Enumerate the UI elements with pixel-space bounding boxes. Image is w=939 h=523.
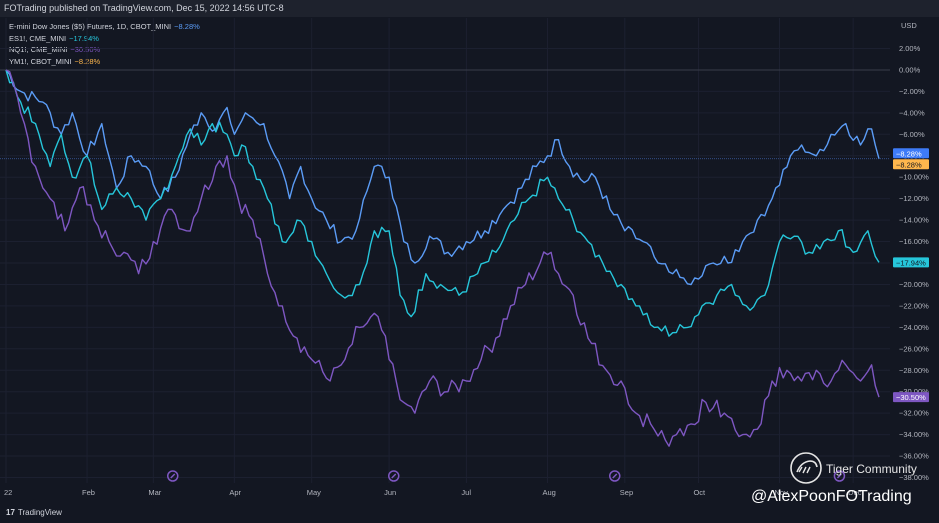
x-tick-label: May xyxy=(307,488,321,497)
y-tick-label: −36.00% xyxy=(899,452,929,461)
event-marker-icon[interactable] xyxy=(609,470,621,482)
legend-name: ES1!, CME_MINI xyxy=(9,33,67,43)
legend-name: E-mini Dow Jones ($5) Futures, 1D, CBOT_… xyxy=(9,22,172,31)
y-tick-label: −16.00% xyxy=(899,237,929,246)
last-value-badge xyxy=(893,257,929,268)
x-tick-label: Oct xyxy=(693,488,706,497)
y-tick-label: −2.00% xyxy=(899,87,925,96)
legend-row-es[interactable]: ES1!, CME_MINI −17.94% xyxy=(9,33,200,45)
tradingview-brand: TradingView xyxy=(17,508,62,517)
x-tick-label: Feb xyxy=(82,488,95,497)
legend-row-nq[interactable]: NQ1!, CME_MINI −30.50% xyxy=(9,44,200,56)
event-marker-icon[interactable] xyxy=(167,470,179,482)
y-tick-label: −20.00% xyxy=(899,280,929,289)
y-tick-label: −14.00% xyxy=(899,216,929,225)
event-marker-stroke xyxy=(612,473,618,479)
tradingview-logo-icon: 17 xyxy=(6,508,15,517)
x-tick-label: Apr xyxy=(229,488,241,497)
x-tick-label: Jul xyxy=(461,488,471,497)
legend-value: −8.28% xyxy=(174,22,200,31)
x-tick-label: 22 xyxy=(4,488,12,497)
tiger-logo-icon xyxy=(790,452,822,489)
legend-name: NQ1!, CME_MINI xyxy=(9,45,68,54)
x-tick-label: Mar xyxy=(148,488,161,497)
y-tick-label: −26.00% xyxy=(899,344,929,353)
tradingview-logo[interactable]: 17 TradingView xyxy=(6,508,62,517)
legend-value: −17.94% xyxy=(69,33,99,43)
last-value-label: −17.94% xyxy=(896,258,926,267)
x-tick-label: Jun xyxy=(384,488,396,497)
x-tick-label: Dec xyxy=(848,488,862,497)
x-tick-label: Sep xyxy=(620,488,633,497)
event-marker-icon[interactable] xyxy=(833,470,846,482)
y-tick-label: −38.00% xyxy=(899,473,929,482)
last-value-badge xyxy=(893,148,929,159)
y-tick-label: 0.00% xyxy=(899,65,921,74)
event-marker-stroke xyxy=(836,473,842,479)
y-tick-label: −32.00% xyxy=(899,409,929,418)
x-tick-label: Nov xyxy=(775,488,789,497)
last-value-label: −8.28% xyxy=(896,149,922,158)
y-tick-label: −30.00% xyxy=(899,387,929,396)
series-line[interactable] xyxy=(5,69,880,447)
series-line[interactable] xyxy=(5,69,880,286)
last-value-label: −30.50% xyxy=(896,393,926,402)
y-tick-label: −4.00% xyxy=(899,108,925,117)
event-marker-icon[interactable] xyxy=(388,470,400,482)
watermark-text: Tiger Community xyxy=(826,462,917,476)
publish-header-text: FOTrading published on TradingView.com, … xyxy=(4,3,284,13)
series-line[interactable] xyxy=(5,69,880,337)
author-handle: @AlexPoonFOTrading xyxy=(751,488,912,505)
bottom-bar xyxy=(0,505,939,523)
event-marker-stroke xyxy=(391,473,397,479)
y-tick-label: −10.00% xyxy=(899,173,929,182)
publish-header: FOTrading published on TradingView.com, … xyxy=(0,0,939,17)
last-value-badge xyxy=(893,392,929,403)
y-tick-label: −12.00% xyxy=(899,194,929,203)
last-value-label: −8.28% xyxy=(896,160,922,169)
y-tick-label: −28.00% xyxy=(899,366,929,375)
y-tick-label: −6.00% xyxy=(899,130,925,139)
last-value-badge xyxy=(893,159,929,170)
y-tick-label: −34.00% xyxy=(899,430,929,439)
legend-name: YM1!, CBOT_MINI xyxy=(9,56,72,66)
y-tick-label: 2.00% xyxy=(899,44,921,53)
y-tick-label: −24.00% xyxy=(899,323,929,332)
x-tick-label: Aug xyxy=(542,488,555,497)
currency-label: USD xyxy=(901,21,917,30)
event-marker-stroke xyxy=(170,473,176,479)
y-tick-label: −22.00% xyxy=(899,301,929,310)
legend-value: −30.50% xyxy=(70,45,101,54)
legend-row-main[interactable]: E-mini Dow Jones ($5) Futures, 1D, CBOT_… xyxy=(9,21,200,33)
price-chart[interactable]: 2.00%0.00%−2.00%−4.00%−6.00%−8.00%−10.00… xyxy=(0,0,939,505)
